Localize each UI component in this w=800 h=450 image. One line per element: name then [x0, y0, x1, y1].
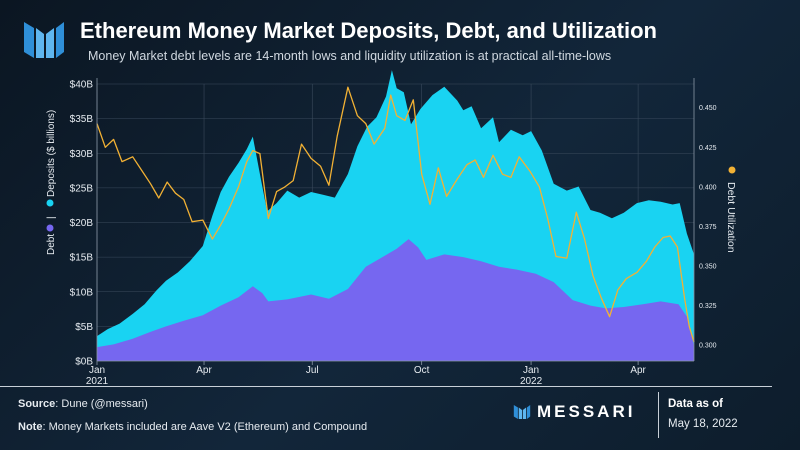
debt-area: [97, 239, 694, 361]
brand-name: MESSARI: [537, 402, 636, 421]
note-text: : Money Markets included are Aave V2 (Et…: [42, 421, 368, 433]
y-left-tick-label: $25B: [70, 183, 94, 194]
y-right-tick-label: 0.325: [699, 303, 717, 310]
data-as-of-label: Data as of: [668, 398, 723, 410]
x-tick-label: Jan: [89, 365, 105, 376]
x-tick-label: Jul: [306, 365, 319, 376]
legend-separator: |: [46, 216, 57, 219]
chart-series: [96, 70, 695, 361]
x-tick-year-label: 2021: [86, 376, 109, 386]
y-left-tick-label: $0B: [75, 357, 93, 368]
y-left-tick-label: $20B: [70, 218, 94, 229]
note-label: Note: [18, 421, 43, 433]
y-right-tick-label: 0.400: [699, 184, 717, 191]
x-tick-label: Oct: [414, 365, 430, 376]
debt-legend-label: Debt: [46, 234, 57, 255]
data-as-of-date: May 18, 2022: [668, 418, 738, 430]
y-right-tick-label: 0.300: [699, 343, 717, 350]
deposits-legend-label: Deposits ($ billions): [46, 110, 57, 197]
utilization-legend-label: Debt Utilization: [725, 182, 737, 253]
y-left-tick-label: $30B: [70, 149, 94, 160]
messari-brand-icon: [513, 405, 531, 419]
y-right-tick-label: 0.350: [699, 264, 717, 271]
left-axis-label: Debt | Deposits ($ billions): [46, 110, 57, 255]
money-markets-note: Note: Money Markets included are Aave V2…: [18, 421, 367, 433]
footer-divider: [0, 386, 772, 387]
x-tick-label: Jan: [523, 365, 539, 376]
y-left-tick-label: $35B: [70, 114, 94, 125]
deposits-legend-dot: [46, 199, 54, 207]
y-left-tick-label: $40B: [70, 80, 94, 91]
y-left-tick-label: $5B: [75, 322, 93, 333]
source-label: Source: [18, 398, 56, 410]
right-axis-label: Debt Utilization: [725, 166, 737, 253]
x-tick-label: Apr: [196, 365, 212, 376]
x-tick-label: Apr: [630, 365, 646, 376]
source-text: : Dune (@messari): [55, 398, 148, 410]
utilization-line: [96, 86, 695, 343]
messari-logo-icon: [24, 22, 64, 58]
source-note: Source: Dune (@messari): [18, 398, 148, 410]
utilization-legend-dot: [728, 166, 736, 174]
footer-vertical-divider: [658, 392, 659, 438]
debt-legend-dot: [46, 224, 54, 232]
messari-brand: MESSARI: [513, 402, 635, 422]
y-left-tick-label: $15B: [70, 253, 94, 264]
y-right-tick-label: 0.375: [699, 224, 717, 231]
x-tick-year-label: 2022: [520, 376, 543, 386]
chart-subtitle: Money Market debt levels are 14-month lo…: [88, 49, 612, 63]
chart-title: Ethereum Money Market Deposits, Debt, an…: [80, 18, 657, 43]
y-right-tick-label: 0.450: [699, 105, 717, 112]
y-left-tick-label: $10B: [70, 287, 94, 298]
y-right-tick-label: 0.425: [699, 145, 717, 152]
chart-axes: $0B $5B $10B $15B $20B $25B $30B $35B $40B 0.300 0…: [70, 78, 717, 386]
chart-area: $0B $5B $10B $15B $20B $25B $30B $35B $40B 0.300 0…: [46, 70, 737, 386]
